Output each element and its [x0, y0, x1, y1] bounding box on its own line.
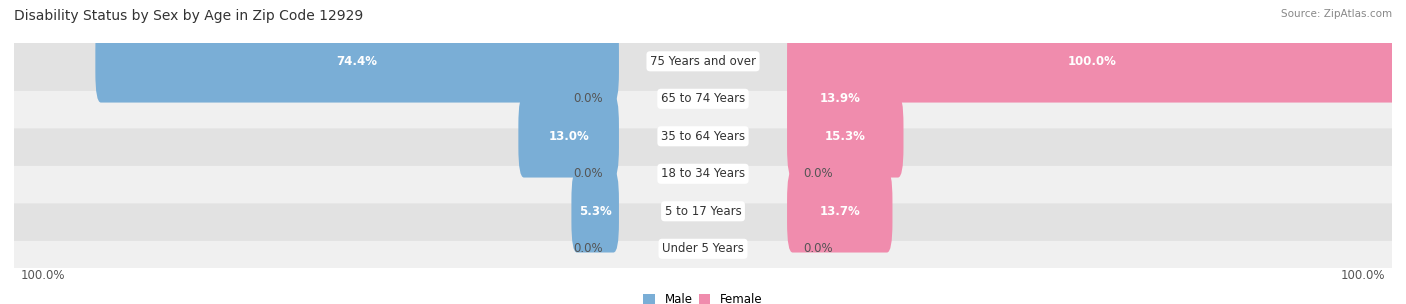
Text: 18 to 34 Years: 18 to 34 Years [661, 167, 745, 180]
FancyBboxPatch shape [13, 32, 1393, 91]
FancyBboxPatch shape [13, 69, 1393, 128]
FancyBboxPatch shape [13, 107, 1393, 166]
Text: 0.0%: 0.0% [574, 242, 603, 255]
Text: 100.0%: 100.0% [1340, 269, 1385, 282]
Text: 5.3%: 5.3% [579, 205, 612, 218]
FancyBboxPatch shape [571, 170, 619, 253]
FancyBboxPatch shape [519, 95, 619, 178]
Text: Source: ZipAtlas.com: Source: ZipAtlas.com [1281, 9, 1392, 19]
FancyBboxPatch shape [13, 144, 1393, 203]
Text: 100.0%: 100.0% [1067, 55, 1116, 68]
FancyBboxPatch shape [13, 182, 1393, 241]
Text: 13.0%: 13.0% [548, 130, 589, 143]
Text: 75 Years and over: 75 Years and over [650, 55, 756, 68]
Text: 65 to 74 Years: 65 to 74 Years [661, 92, 745, 105]
Text: 0.0%: 0.0% [803, 242, 832, 255]
Text: 13.9%: 13.9% [820, 92, 860, 105]
Text: 13.7%: 13.7% [820, 205, 860, 218]
Text: 0.0%: 0.0% [574, 92, 603, 105]
Text: 0.0%: 0.0% [803, 167, 832, 180]
FancyBboxPatch shape [787, 57, 894, 140]
FancyBboxPatch shape [13, 219, 1393, 278]
FancyBboxPatch shape [787, 20, 1398, 102]
Text: 74.4%: 74.4% [336, 55, 378, 68]
FancyBboxPatch shape [96, 20, 619, 102]
Text: 100.0%: 100.0% [21, 269, 66, 282]
Text: 15.3%: 15.3% [825, 130, 866, 143]
Text: 35 to 64 Years: 35 to 64 Years [661, 130, 745, 143]
Text: 0.0%: 0.0% [574, 167, 603, 180]
Text: Disability Status by Sex by Age in Zip Code 12929: Disability Status by Sex by Age in Zip C… [14, 9, 363, 23]
Text: Under 5 Years: Under 5 Years [662, 242, 744, 255]
FancyBboxPatch shape [787, 170, 893, 253]
Text: 5 to 17 Years: 5 to 17 Years [665, 205, 741, 218]
Legend: Male, Female: Male, Female [638, 289, 768, 304]
FancyBboxPatch shape [787, 95, 904, 178]
